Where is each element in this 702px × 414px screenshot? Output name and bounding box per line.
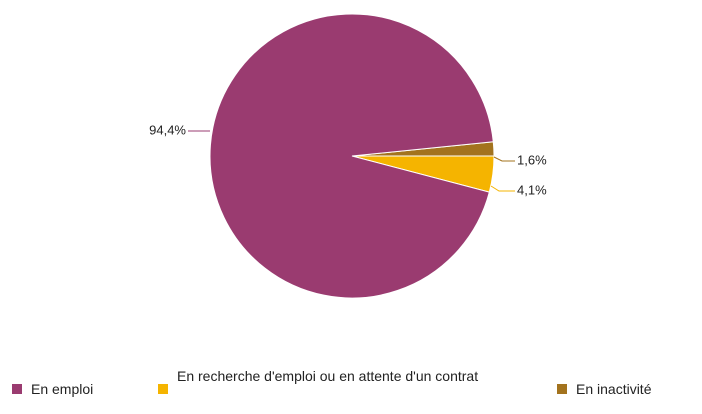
- data-label: 94,4%: [149, 122, 186, 137]
- leader-line: [490, 185, 515, 192]
- pie-slice: [209, 13, 494, 299]
- legend-label: En recherche d'emploi ou en attente d'un…: [177, 368, 479, 384]
- legend: En emploi En recherche d'emploi ou en att…: [0, 362, 702, 414]
- leader-line: [493, 156, 515, 162]
- legend-item: En emploi: [12, 381, 93, 397]
- data-label: 4,1%: [517, 182, 547, 197]
- chart: 94,4% 4,1% 1,6%: [149, 13, 547, 299]
- data-label: 1,6%: [517, 152, 547, 167]
- legend-item: En inactivité: [557, 381, 651, 397]
- legend-item: En recherche d'emploi ou en attente d'un…: [158, 368, 538, 394]
- legend-swatch: [12, 384, 22, 394]
- legend-label: En inactivité: [576, 381, 652, 397]
- legend-swatch: [158, 384, 168, 394]
- legend-swatch: [557, 384, 567, 394]
- legend-label: En emploi: [31, 381, 94, 397]
